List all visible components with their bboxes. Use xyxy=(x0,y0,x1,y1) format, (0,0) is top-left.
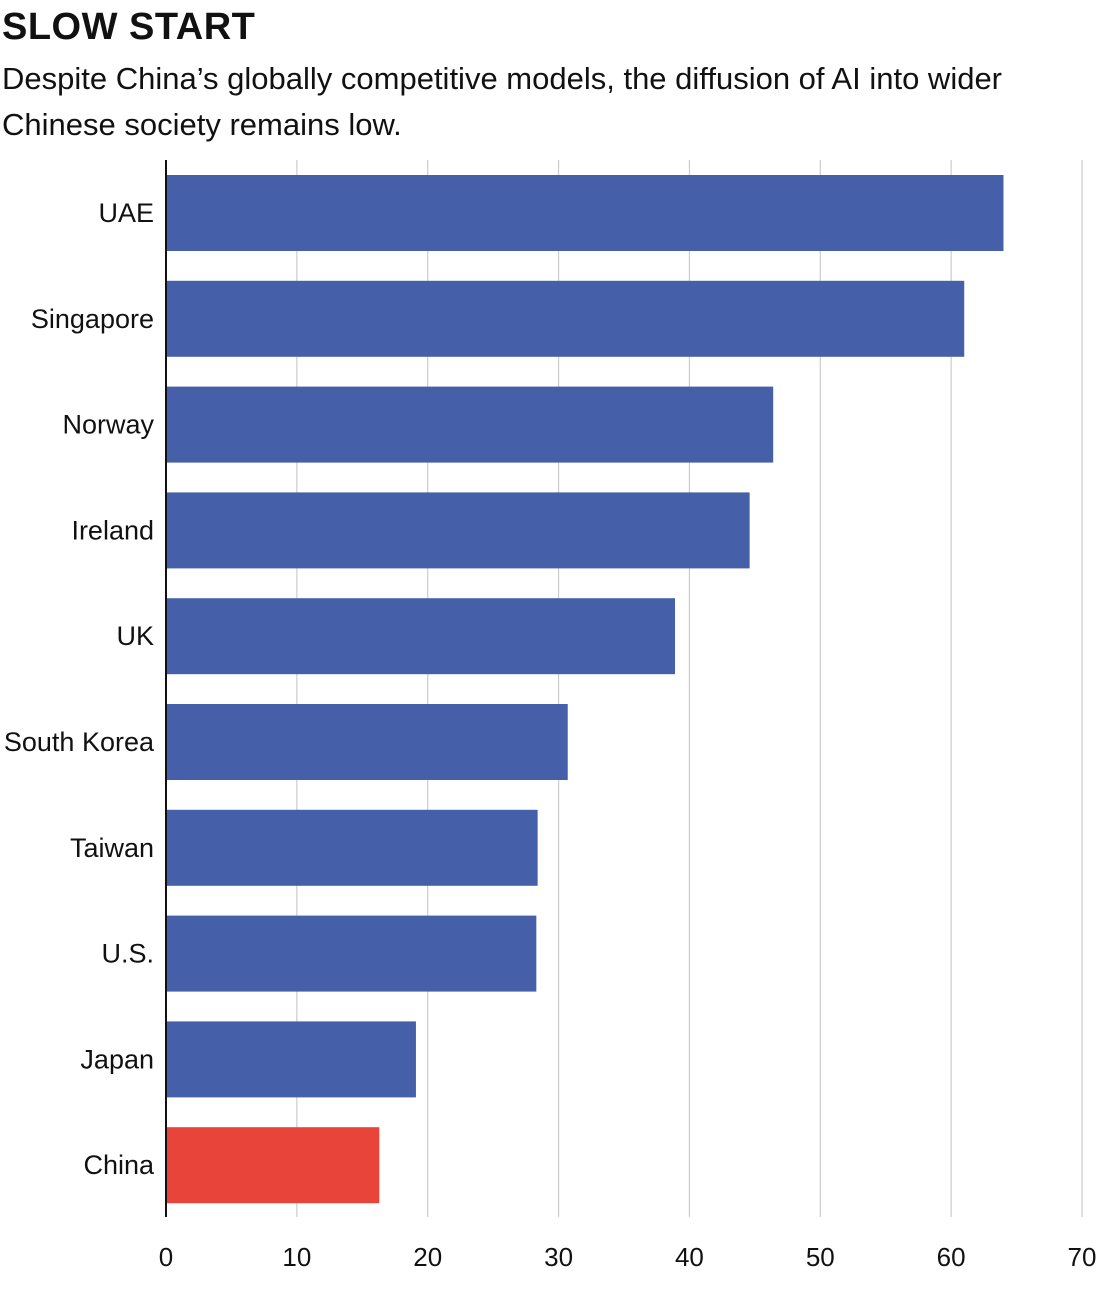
category-label-singapore: Singapore xyxy=(31,304,154,334)
x-tick-labels: 0 10 20 30 40 50 60 70 xyxy=(159,1242,1097,1272)
category-labels: UAE Singapore Norway Ireland UK South Korea Ta… xyxy=(4,198,155,1180)
category-label-south-korea: South Korea xyxy=(4,727,155,757)
bar-ireland xyxy=(166,492,750,569)
category-label-japan: Japan xyxy=(80,1044,154,1074)
x-tick-label-70: 70 xyxy=(1068,1242,1097,1272)
bar-singapore xyxy=(166,280,965,357)
x-tick-label-30: 30 xyxy=(544,1242,573,1272)
chart-subtitle: Despite China’s globally competitive mod… xyxy=(2,61,1003,142)
category-label-china: China xyxy=(83,1150,155,1180)
bar-china xyxy=(166,1127,380,1204)
category-label-u-s: U.S. xyxy=(101,939,154,969)
bar-norway xyxy=(166,386,774,463)
chart-title: SLOW START xyxy=(2,6,256,48)
x-tick-label-50: 50 xyxy=(806,1242,835,1272)
category-label-ireland: Ireland xyxy=(71,515,154,545)
x-tick-label-20: 20 xyxy=(413,1242,442,1272)
bars xyxy=(166,175,1004,1204)
bar-u-s xyxy=(166,915,537,992)
bar-japan xyxy=(166,1021,416,1098)
bar-uk xyxy=(166,598,676,675)
x-tick-label-0: 0 xyxy=(159,1242,173,1272)
category-label-uk: UK xyxy=(116,621,154,651)
x-tick-label-10: 10 xyxy=(282,1242,311,1272)
category-label-taiwan: Taiwan xyxy=(70,833,154,863)
x-tick-label-60: 60 xyxy=(937,1242,966,1272)
category-label-norway: Norway xyxy=(62,410,154,440)
category-label-uae: UAE xyxy=(98,198,154,228)
bar-uae xyxy=(166,175,1004,251)
x-tick-label-40: 40 xyxy=(675,1242,704,1272)
bar-taiwan xyxy=(166,809,538,886)
bar-south-korea xyxy=(166,704,568,780)
